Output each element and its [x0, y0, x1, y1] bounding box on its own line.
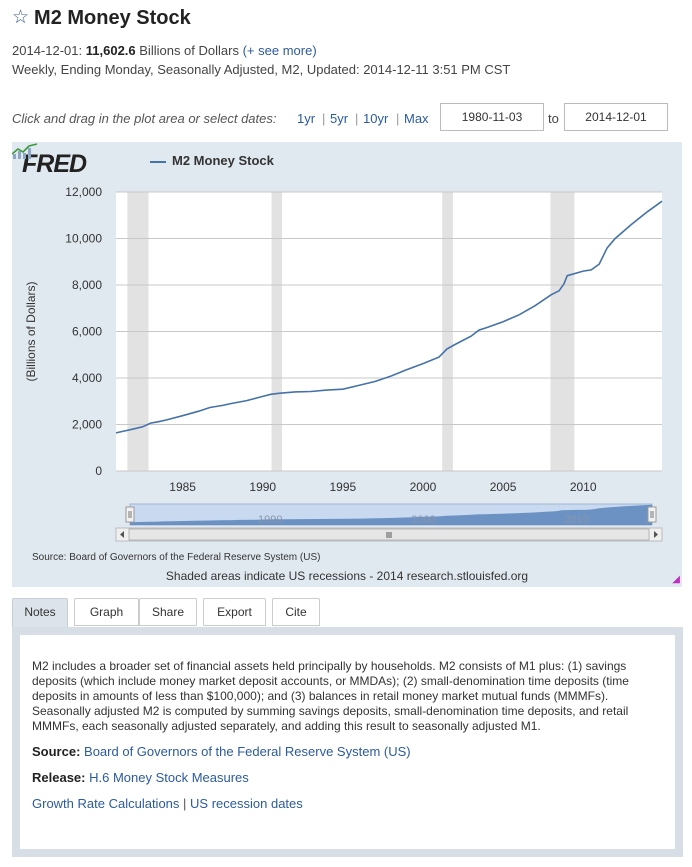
series-meta: Weekly, Ending Monday, Seasonally Adjust… [12, 62, 511, 77]
link-separator: | [183, 796, 187, 811]
tab-export[interactable]: Export [203, 598, 266, 626]
range-separator: | [355, 111, 359, 126]
x-tick-label: 2000 [410, 480, 437, 494]
y-tick-label: 0 [95, 464, 102, 478]
notes-source-label: Source: [32, 744, 81, 759]
growth-rate-link[interactable]: Growth Rate Calculations [32, 796, 180, 811]
navigator-handle-body [647, 506, 657, 523]
legend-line-icon [150, 161, 166, 163]
observation-units: Billions of Dollars [139, 43, 239, 58]
recession-dates-link[interactable]: US recession dates [190, 796, 303, 811]
navigator-handle[interactable] [647, 506, 657, 523]
chart-svg[interactable]: 0 2,000 4,000 6,000 8,000 10,000 12,000 (Billio… [12, 142, 682, 587]
title-row: ☆ M2 Money Stock [12, 6, 191, 30]
notes-links-row: Growth Rate Calculations | US recession … [32, 796, 663, 811]
x-tick-label: 1985 [169, 480, 196, 494]
chart-source: Source: Board of Governors of the Federa… [32, 552, 321, 563]
notes-description: M2 includes a broader set of financial a… [32, 659, 629, 733]
range-separator: | [322, 111, 326, 126]
notes-source-row: Source: Board of Governors of the Federa… [32, 744, 663, 759]
notes-panel: M2 includes a broader set of financial a… [12, 627, 683, 857]
navigator-handle-body [125, 506, 135, 523]
observation-date: 2014-12-01: [12, 43, 83, 58]
date-to-label: to [548, 111, 559, 126]
legend-label: M2 Money Stock [172, 153, 274, 168]
range-max-link[interactable]: Max [404, 111, 429, 126]
navigator-tick-label: 2010 [564, 514, 588, 526]
date-instruction: Click and drag in the plot area or selec… [12, 111, 277, 126]
tab-graph[interactable]: Graph [74, 598, 139, 626]
x-tick-label: 1995 [330, 480, 357, 494]
fred-logo-chart-icon [12, 143, 38, 159]
scroll-right-arrow-icon[interactable] [654, 531, 658, 538]
observation-value: 11,602.6 [85, 43, 136, 58]
tab-notes[interactable]: Notes [12, 598, 68, 628]
end-date-input[interactable]: 2014-12-01 [564, 103, 668, 131]
recession-note: Shaded areas indicate US recessions - 20… [165, 569, 529, 583]
y-axis-label: (Billions of Dollars) [24, 281, 38, 381]
range-10yr-link[interactable]: 10yr [363, 111, 389, 126]
notes-release-link[interactable]: H.6 Money Stock Measures [89, 770, 249, 785]
y-tick-label: 2,000 [72, 418, 102, 432]
latest-observation: 2014-12-01: 11,602.6 Billions of Dollars… [12, 43, 317, 58]
series-line [115, 200, 663, 434]
y-tick-label: 8,000 [72, 278, 102, 292]
start-date-input[interactable]: 1980-11-03 [440, 103, 544, 131]
range-1yr-link[interactable]: 1yr [297, 111, 316, 126]
fred-logo: FRED [22, 150, 87, 178]
x-tick-label: 1990 [249, 480, 276, 494]
x-tick-label: 2005 [490, 480, 517, 494]
see-more-link[interactable]: (+ see more) [242, 43, 317, 58]
notes-release-row: Release: H.6 Money Stock Measures [32, 770, 663, 785]
resize-handle-icon[interactable]: ◢ [672, 574, 680, 585]
range-5yr-link[interactable]: 5yr [330, 111, 349, 126]
page-title: M2 Money Stock [34, 7, 191, 29]
favorite-star-icon[interactable]: ☆ [12, 7, 30, 28]
y-tick-label: 4,000 [72, 371, 102, 385]
y-tick-label: 6,000 [72, 325, 102, 339]
y-tick-label: 12,000 [65, 185, 102, 199]
tab-share[interactable]: Share [139, 598, 197, 626]
tab-cite[interactable]: Cite [272, 598, 320, 626]
notes-source-link[interactable]: Board of Governors of the Federal Reserv… [84, 744, 411, 759]
notes-release-label: Release: [32, 770, 86, 785]
y-tick-label: 10,000 [65, 232, 102, 246]
x-tick-label: 2010 [570, 480, 597, 494]
date-controls: Click and drag in the plot area or selec… [12, 103, 684, 131]
navigator-tick-label: 2000 [411, 514, 435, 526]
chart-container: 0 2,000 4,000 6,000 8,000 10,000 12,000 (Billio… [12, 142, 682, 587]
navigator-tick-label: 1990 [258, 514, 282, 526]
scroll-left-arrow-icon[interactable] [120, 531, 124, 538]
navigator-handle[interactable] [125, 506, 135, 523]
navigator-series-area [130, 504, 652, 525]
range-separator: | [396, 111, 400, 126]
